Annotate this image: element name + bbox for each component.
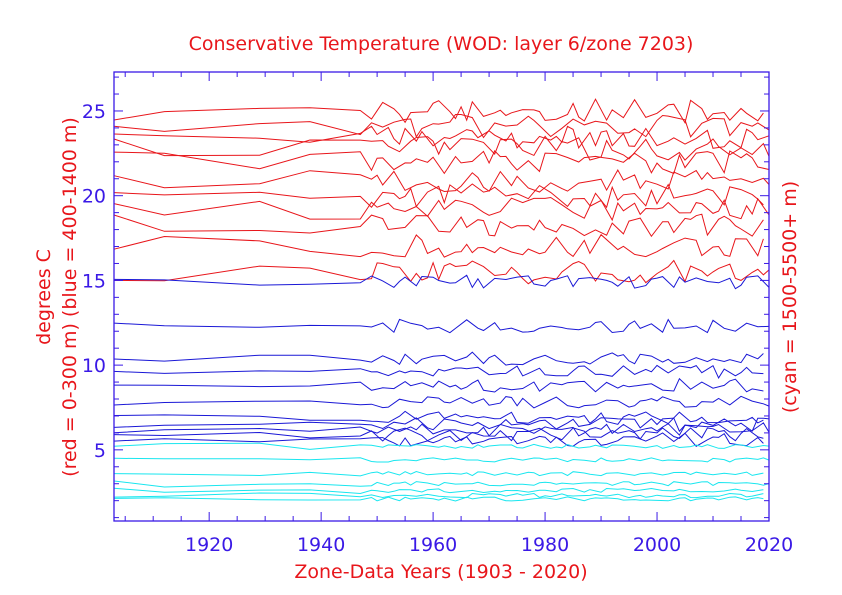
- y-tick-label: 15: [82, 270, 106, 292]
- x-tick-label: 1940: [297, 534, 345, 556]
- series-line-cyan-2: [113, 470, 764, 477]
- axis-ticks: 1920 1940 1960 1980 2000 2020 5 10 15 20 25: [82, 72, 793, 556]
- series-line-blue-4: [113, 377, 764, 393]
- x-tick-label: 1980: [521, 534, 569, 556]
- y-axis-label-right: (cyan = 1500-5500+ m): [779, 181, 801, 413]
- series-line-blue-6: [113, 410, 764, 425]
- chart-title: Conservative Temperature (WOD: layer 6/z…: [189, 33, 694, 55]
- y-tick-label: 20: [82, 186, 106, 208]
- series-line-cyan-1: [113, 457, 770, 463]
- x-tick-label: 2020: [745, 534, 793, 556]
- y-tick-label: 10: [82, 355, 106, 377]
- x-tick-label: 1960: [409, 534, 457, 556]
- series-line-cyan-4: [113, 487, 764, 495]
- x-axis-label: Zone-Data Years (1903 - 2020): [294, 561, 587, 583]
- series-line-red-9: [113, 233, 764, 258]
- series-line-blue-2: [113, 351, 764, 366]
- series-line-red-6: [113, 183, 764, 209]
- series-line-cyan-5: [113, 492, 764, 499]
- series-line-red-4: [113, 150, 770, 175]
- series-line-blue-3: [113, 364, 764, 379]
- y-tick-label: 25: [82, 101, 106, 123]
- plot-lines: [113, 98, 770, 502]
- series-line-blue-9: [113, 427, 764, 442]
- y-tick-label: 5: [94, 440, 106, 462]
- series-line-red-8: [113, 213, 764, 238]
- y-axis-label-line1: degrees C: [33, 249, 55, 345]
- series-line-red-3: [113, 135, 770, 161]
- series-line-red-0: [113, 98, 764, 124]
- series-line-cyan-0: [113, 442, 770, 450]
- x-tick-label: 2000: [633, 534, 681, 556]
- series-line-red-2: [113, 125, 770, 150]
- series-line-cyan-6: [113, 496, 764, 502]
- series-line-blue-10: [113, 432, 764, 447]
- series-line-blue-1: [113, 318, 770, 334]
- series-line-red-7: [113, 196, 770, 222]
- series-line-blue-7: [113, 417, 770, 433]
- series-line-blue-5: [113, 395, 770, 409]
- y-axis-label-line2: (red = 0-300 m) (blue = 400-1400 m): [59, 117, 81, 477]
- series-line-red-5: [113, 168, 770, 193]
- x-tick-label: 1920: [185, 534, 233, 556]
- plot-frame: [113, 71, 770, 522]
- series-line-red-10: [113, 259, 770, 285]
- series-line-blue-0: [113, 274, 770, 290]
- series-line-cyan-3: [113, 480, 770, 488]
- series-line-red-1: [113, 114, 770, 139]
